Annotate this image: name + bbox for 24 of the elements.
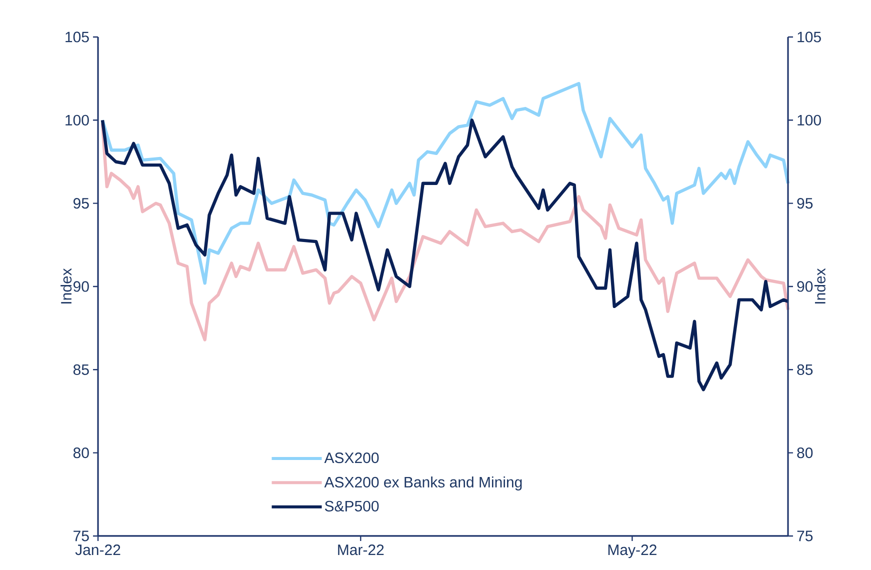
y2-tick-label: 85 <box>797 364 813 375</box>
legend-label: ASX200 <box>324 452 379 464</box>
y2-tick-label: 75 <box>797 530 813 542</box>
legend-label: S&P500 <box>324 500 379 512</box>
y2-tick-label: 80 <box>797 448 813 458</box>
y-tick-label: 90 <box>74 281 89 292</box>
line-series <box>100 118 790 392</box>
y-tick-label: 100 <box>66 114 89 126</box>
y2-tick-label: 100 <box>798 114 821 126</box>
x-tick-label: May-22 <box>608 544 656 558</box>
legend-label: ASX200 ex Banks and Mining <box>324 476 522 490</box>
y-tick-label: 105 <box>66 32 89 42</box>
x-tick-label: Mar-22 <box>338 544 384 556</box>
y-tick-label: 95 <box>74 198 89 209</box>
x-tick-label: Jan-22 <box>75 544 120 556</box>
y-tick-label: 80 <box>73 448 89 458</box>
y-tick-label: 75 <box>74 530 89 542</box>
line-series <box>100 122 790 342</box>
y2-tick-label: 90 <box>797 281 813 292</box>
y-axis-title: Index <box>60 268 72 304</box>
y-tick-label: 85 <box>73 364 89 375</box>
y2-axis-title: Index <box>814 268 826 304</box>
y2-tick-label: 105 <box>798 32 821 42</box>
y2-tick-label: 95 <box>797 198 813 209</box>
